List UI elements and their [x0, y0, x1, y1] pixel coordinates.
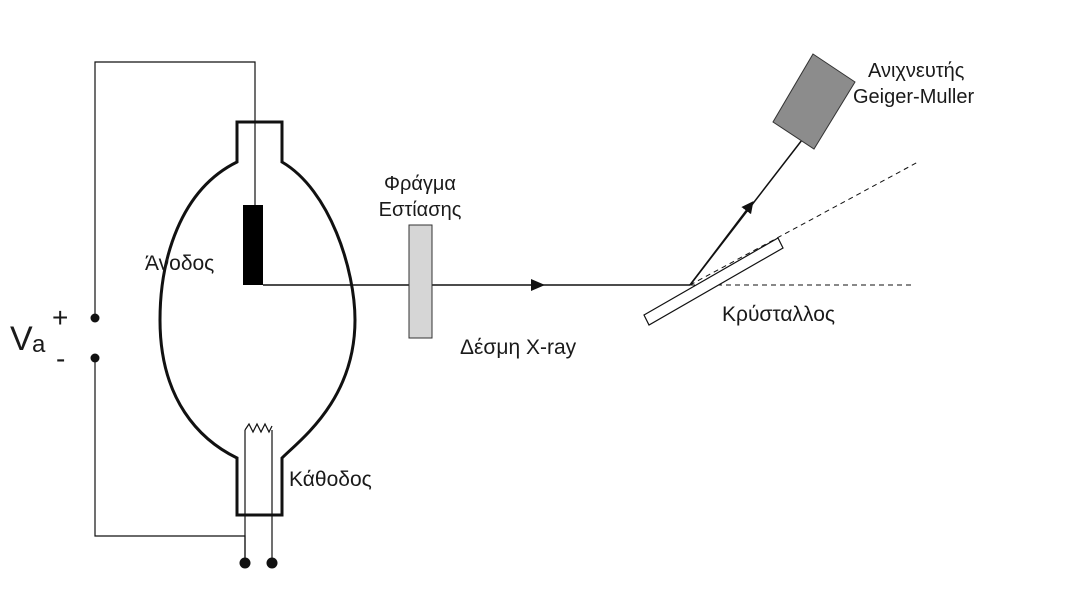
cathode-label: Κάθοδος — [289, 468, 372, 491]
geiger-muller-detector — [772, 53, 856, 150]
wire-bottom — [94, 358, 246, 562]
anode-block — [243, 205, 263, 285]
beam-label: Δέσμη X-ray — [460, 336, 577, 359]
focusing-aperture — [408, 224, 433, 339]
xray-tube — [158, 120, 357, 517]
beam-arrow — [531, 279, 545, 291]
circuit-wires — [94, 61, 273, 562]
crystal-label: Κρύσταλλος — [722, 303, 835, 326]
wire-top — [94, 61, 256, 318]
crystal — [643, 237, 784, 326]
detector-label-line1: Ανιχνευτής — [868, 60, 965, 82]
voltage-subscript: a — [32, 331, 46, 358]
aperture-label-line1: Φράγμα — [384, 173, 456, 195]
dashed-diagonal — [689, 161, 919, 286]
cathode-terminal-left — [239, 557, 251, 569]
terminal-negative — [90, 353, 100, 363]
detector-label-line2: Geiger-Muller — [853, 86, 974, 108]
aperture-label-line2: Εστίασης — [379, 199, 462, 221]
terminal-positive — [90, 313, 100, 323]
minus-sign: - — [56, 343, 65, 374]
diffracted-beam-part — [689, 201, 754, 286]
anode-label: Άνοδος — [145, 252, 214, 275]
voltage-label: V — [10, 320, 33, 358]
cathode-filament — [244, 422, 273, 434]
cathode-terminal-right — [266, 557, 278, 569]
plus-sign: + — [52, 302, 68, 333]
